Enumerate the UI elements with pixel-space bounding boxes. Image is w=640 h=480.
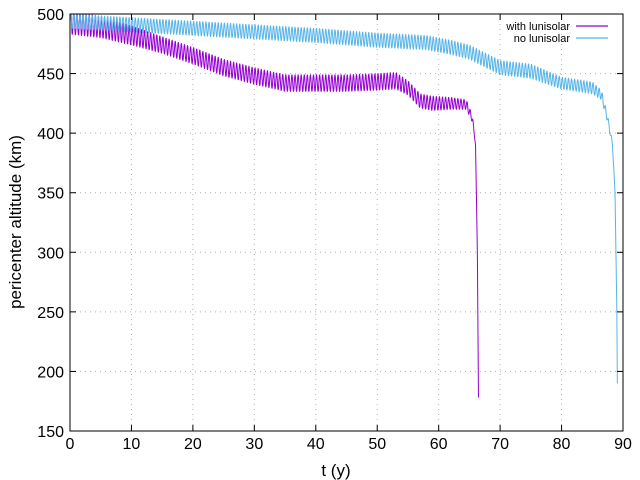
x-tick-label: 80 — [553, 436, 571, 453]
legend: with lunisolar no lunisolar — [505, 21, 608, 45]
y-tick-label: 500 — [37, 7, 64, 24]
y-axis-label: pericenter altitude (km) — [6, 135, 25, 309]
x-tick-label: 50 — [368, 436, 386, 453]
x-tick-label: 10 — [123, 436, 141, 453]
plot-frame — [69, 13, 624, 432]
y-tick-label: 250 — [37, 305, 64, 322]
y-tick-label: 400 — [37, 126, 64, 143]
x-tick-label: 30 — [245, 436, 263, 453]
series-line-no-lunisolar — [69, 13, 618, 384]
axis-ticks: 0 10 20 30 40 50 60 70 80 90 150 200 250 300 350 400 450… — [37, 7, 632, 453]
y-tick-label: 300 — [37, 245, 64, 262]
x-tick-label: 90 — [614, 436, 632, 453]
x-tick-label: 0 — [66, 436, 75, 453]
x-axis-label: t (y) — [321, 461, 350, 480]
x-tick-label: 70 — [491, 436, 509, 453]
series-layer — [69, 13, 618, 398]
y-tick-label: 450 — [37, 67, 64, 84]
x-tick-label: 20 — [184, 436, 202, 453]
y-tick-label: 150 — [37, 424, 64, 441]
x-tick-label: 40 — [307, 436, 325, 453]
y-tick-label: 200 — [37, 364, 64, 381]
legend-label-no-lunisolar: no lunisolar — [514, 33, 571, 45]
x-tick-label: 60 — [430, 436, 448, 453]
y-tick-label: 350 — [37, 186, 64, 203]
series-line-with-lunisolar — [69, 13, 479, 398]
legend-label-with-lunisolar: with lunisolar — [505, 21, 570, 33]
